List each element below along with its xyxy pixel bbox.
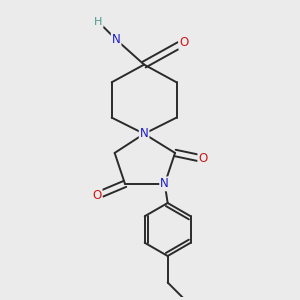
Text: N: N xyxy=(112,33,121,46)
Text: O: O xyxy=(179,36,188,49)
Text: N: N xyxy=(160,177,169,190)
Text: O: O xyxy=(92,189,102,202)
Text: H: H xyxy=(94,17,103,27)
Text: N: N xyxy=(140,127,148,140)
Text: O: O xyxy=(198,152,208,165)
